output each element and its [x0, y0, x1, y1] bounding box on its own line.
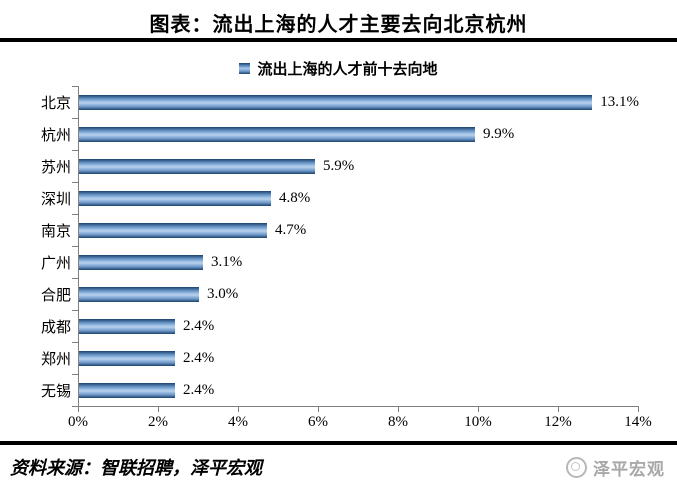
y-axis-tick	[72, 182, 79, 183]
chart-legend: 流出上海的人才前十去向地	[0, 58, 677, 78]
bar-row: 深圳 4.8%	[41, 182, 639, 214]
x-axis-label: 6%	[308, 414, 328, 430]
bar	[79, 190, 271, 206]
category-label: 广州	[40, 255, 71, 272]
value-label: 2.4%	[183, 317, 215, 334]
title-divider-rule	[0, 38, 677, 42]
value-label: 9.9%	[483, 125, 515, 142]
bar-row: 成都 2.4%	[41, 310, 639, 342]
x-axis-tick	[318, 407, 319, 412]
value-label: 3.0%	[207, 285, 239, 302]
y-axis-tick	[72, 310, 79, 311]
y-axis-tick	[72, 86, 79, 87]
x-axis-label: 8%	[388, 414, 408, 430]
category-label: 苏州	[40, 159, 71, 176]
plot-area: 北京 13.1% 杭州 9.9% 苏州 5.9% 深圳 4.8% 南京 4.7% 广州 3.1% 合肥 3…	[41, 86, 639, 407]
category-label: 南京	[40, 223, 71, 240]
x-axis-tick	[78, 407, 79, 412]
watermark-label: 泽平宏观	[593, 459, 665, 479]
legend-label: 流出上海的人才前十去向地	[257, 61, 438, 78]
category-label: 郑州	[40, 351, 71, 368]
footer-divider-rule	[0, 441, 677, 445]
bar-row: 无锡 2.4%	[41, 374, 639, 406]
x-axis-label: 2%	[148, 414, 168, 430]
zeping-logo-icon	[566, 456, 587, 478]
x-axis: 0% 2% 4% 6% 8% 10% 12% 14%	[68, 407, 652, 437]
bar	[79, 126, 475, 142]
bar	[79, 286, 199, 302]
bar	[79, 382, 175, 398]
y-axis-tick	[72, 150, 79, 151]
bar-row: 北京 13.1%	[41, 86, 639, 118]
value-label: 2.4%	[183, 349, 215, 366]
x-axis-label: 4%	[228, 414, 248, 430]
bar	[79, 158, 315, 174]
category-label: 合肥	[40, 287, 71, 304]
x-axis-label: 10%	[464, 414, 492, 430]
x-axis-tick	[238, 407, 239, 412]
x-axis-tick	[478, 407, 479, 412]
category-label: 杭州	[40, 127, 71, 144]
x-axis-tick	[158, 407, 159, 412]
bar-row: 南京 4.7%	[41, 214, 639, 246]
source-note: 资料来源：智联招聘，泽平宏观	[10, 458, 262, 478]
bar-row: 杭州 9.9%	[41, 118, 639, 150]
y-axis-tick	[72, 374, 79, 375]
category-label: 成都	[40, 319, 71, 336]
y-axis-tick	[72, 214, 79, 215]
bar-row: 郑州 2.4%	[41, 342, 639, 374]
value-label: 5.9%	[323, 157, 355, 174]
y-axis-tick	[72, 342, 79, 343]
bar-rows: 北京 13.1% 杭州 9.9% 苏州 5.9% 深圳 4.8% 南京 4.7% 广州 3.1% 合肥 3…	[41, 86, 639, 406]
bar	[79, 254, 203, 270]
y-axis-tick	[72, 406, 79, 407]
y-axis-tick	[72, 278, 79, 279]
legend-marker-icon	[239, 62, 251, 74]
x-axis-label: 14%	[624, 414, 652, 430]
footer: 资料来源：智联招聘，泽平宏观 泽平宏观	[0, 445, 677, 480]
category-label: 无锡	[40, 383, 71, 400]
value-label: 4.8%	[279, 189, 311, 206]
category-label: 深圳	[40, 191, 71, 208]
page-title: 图表：流出上海的人才主要去向北京杭州	[149, 14, 528, 36]
bar	[79, 94, 593, 110]
y-axis-tick	[72, 118, 79, 119]
x-axis-tick	[638, 407, 639, 412]
x-axis-tick	[398, 407, 399, 412]
x-axis-label: 12%	[544, 414, 572, 430]
bar-chart: 北京 13.1% 杭州 9.9% 苏州 5.9% 深圳 4.8% 南京 4.7% 广州 3.1% 合肥 3…	[0, 86, 677, 437]
category-label: 北京	[40, 95, 71, 112]
bar-row: 合肥 3.0%	[41, 278, 639, 310]
bar-row: 广州 3.1%	[41, 246, 639, 278]
bar	[79, 318, 175, 334]
x-axis-tick	[558, 407, 559, 412]
value-label: 2.4%	[183, 381, 215, 398]
watermark: 泽平宏观	[566, 455, 665, 480]
value-label: 3.1%	[211, 253, 243, 270]
value-label: 4.7%	[275, 221, 307, 238]
bar	[79, 350, 175, 366]
value-label: 13.1%	[600, 93, 639, 110]
y-axis-tick	[72, 246, 79, 247]
bar	[79, 222, 267, 238]
bar-row: 苏州 5.9%	[41, 150, 639, 182]
x-axis-label: 0%	[68, 414, 88, 430]
